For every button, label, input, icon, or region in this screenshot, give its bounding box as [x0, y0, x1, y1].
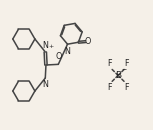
Text: −: −	[122, 67, 127, 72]
Text: F: F	[107, 83, 112, 92]
Text: F: F	[124, 58, 129, 68]
Text: F: F	[107, 58, 112, 68]
Text: O: O	[85, 37, 91, 46]
Text: +: +	[48, 44, 53, 49]
Text: N: N	[64, 47, 70, 56]
Text: B: B	[115, 71, 121, 80]
Text: O: O	[55, 52, 62, 61]
Text: F: F	[124, 83, 129, 92]
Text: N: N	[42, 41, 48, 50]
Text: N: N	[42, 80, 48, 89]
